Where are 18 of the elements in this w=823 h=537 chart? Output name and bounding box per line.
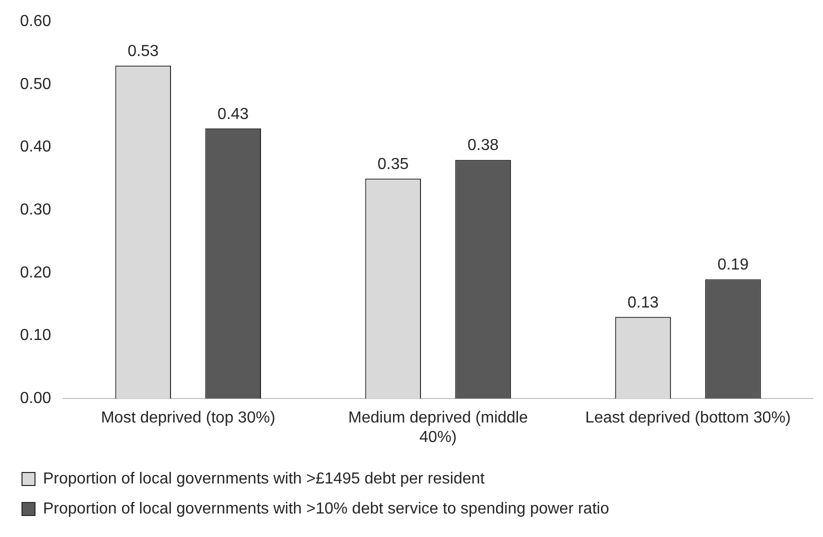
y-tick-label: 0.60: [20, 13, 52, 30]
data-label: 0.43: [218, 106, 249, 123]
y-tick-label: 0.20: [20, 264, 52, 282]
data-label: 0.35: [378, 156, 409, 174]
x-tick-label: Least deprived (bottom 30%): [585, 410, 791, 427]
y-tick-label: 0.40: [20, 138, 52, 156]
y-tick-label: 0.50: [20, 76, 52, 93]
x-tick-label: Medium deprived (middle 40%): [348, 410, 528, 446]
legend-label: Proportion of local governments with >10% debt service to spending power ratio: [43, 500, 610, 518]
y-tick-label: 0.30: [20, 202, 52, 219]
data-label: 0.19: [717, 256, 749, 274]
y-tick-label: 0.00: [20, 390, 52, 408]
data-label: 0.13: [627, 294, 659, 312]
legend-label: Proportion of local governments with >£1495 debt per resident: [43, 470, 486, 488]
x-tick-label: Most deprived (top 30%): [100, 410, 276, 427]
data-label: 0.38: [467, 137, 499, 154]
data-label: 0.53: [128, 42, 159, 60]
y-tick-label: 0.10: [20, 327, 52, 344]
